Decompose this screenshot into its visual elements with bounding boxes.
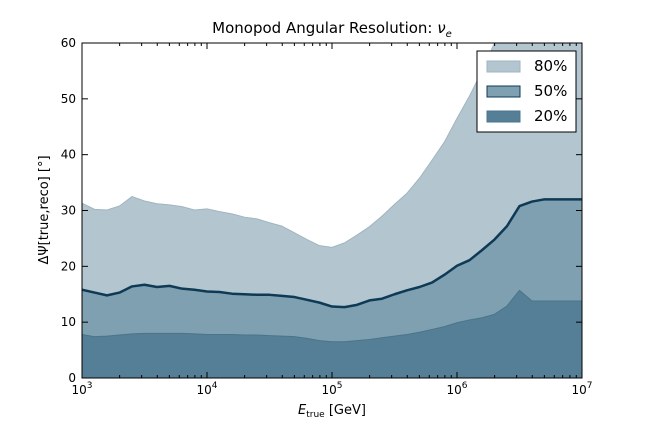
x-tick-label: 103 <box>71 381 92 397</box>
y-tick-label: 10 <box>61 315 76 329</box>
chart-title: Monopod Angular Resolution: νe <box>212 19 452 40</box>
y-tick-label: 30 <box>61 204 76 218</box>
band-area-2 <box>82 290 582 378</box>
y-tick-label: 40 <box>61 148 76 162</box>
legend-label: 80% <box>534 57 567 75</box>
x-tick-labels: 103 104 105 106 107 <box>71 381 592 397</box>
y-tick-labels: 0 10 20 30 40 50 60 <box>61 36 76 385</box>
y-tick-label: 0 <box>68 371 76 385</box>
x-tick-label: 107 <box>571 381 592 397</box>
title-subscript: e <box>446 29 452 40</box>
band-edge-2 <box>82 289 582 343</box>
band-edge-0 <box>82 43 496 248</box>
legend-swatch <box>486 60 521 73</box>
title-symbol: ν <box>437 19 445 37</box>
legend-swatch <box>486 85 521 98</box>
legend-label: 20% <box>534 107 567 125</box>
x-tick-label: 105 <box>321 381 342 397</box>
series-bands <box>82 43 582 378</box>
x-tick-label: 106 <box>446 381 467 397</box>
y-tick-label: 50 <box>61 92 76 106</box>
legend: 80% 50% 20% <box>476 50 577 133</box>
legend-label: 50% <box>534 82 567 100</box>
band-edge-1 <box>82 198 582 309</box>
y-tick-label: 20 <box>61 259 76 273</box>
x-axis-title: Etrue [GeV] <box>298 403 366 420</box>
x-tick-label: 104 <box>196 381 217 397</box>
y-axis-title: ΔΨ[true,reco] [°] <box>37 155 52 264</box>
plot-frame <box>81 42 583 379</box>
legend-swatch <box>486 110 521 123</box>
y-tick-label: 60 <box>61 36 76 50</box>
